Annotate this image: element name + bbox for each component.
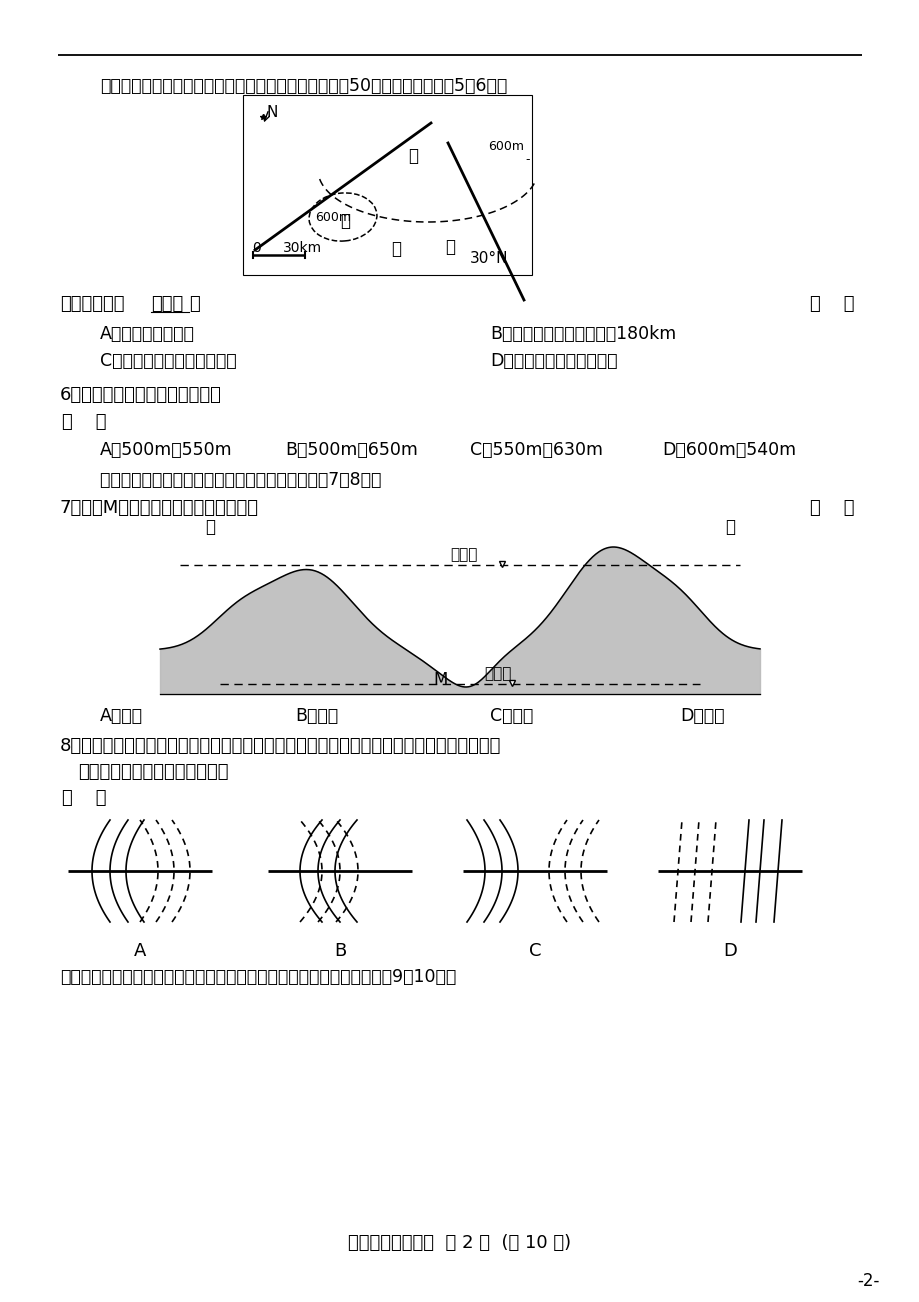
Text: D．600m、540m: D．600m、540m — [662, 441, 795, 460]
Text: 30km: 30km — [283, 241, 322, 255]
Text: A．500m、550m: A．500m、550m — [100, 441, 233, 460]
Text: A．水稻: A．水稻 — [100, 707, 142, 725]
Text: （    ）: （ ） — [810, 499, 854, 517]
Text: B．图中所示河段长度约为180km: B．图中所示河段长度约为180km — [490, 326, 675, 342]
Text: 30°N: 30°N — [470, 251, 508, 266]
Text: A．汛期出现在夏季: A．汛期出现在夏季 — [100, 326, 195, 342]
Text: C．油菜: C．油菜 — [490, 707, 533, 725]
Text: 是: 是 — [188, 296, 199, 312]
Text: 0: 0 — [252, 241, 260, 255]
Text: 6．图中甲处和乙处的海拔可能是: 6．图中甲处和乙处的海拔可能是 — [60, 385, 221, 404]
Text: 北: 北 — [724, 518, 734, 536]
Text: （    ）: （ ） — [62, 413, 107, 431]
Text: C: C — [528, 943, 540, 960]
Text: 7．滩田M处可种植一季的农作物可能是: 7．滩田M处可种植一季的农作物可能是 — [60, 499, 259, 517]
Text: 枯水期: 枯水期 — [483, 667, 511, 681]
Text: -2-: -2- — [856, 1272, 879, 1290]
Text: B．500m、650m: B．500m、650m — [285, 441, 417, 460]
Text: C．补给类型主要为雨水补给: C．补给类型主要为雨水补给 — [100, 352, 236, 370]
Text: 600m: 600m — [487, 141, 524, 154]
Text: N: N — [267, 105, 278, 120]
Text: 颃颃颃: 颃颃颃 — [151, 296, 183, 312]
Text: 舒中高二统考地理  第 2 页  (共 10 页): 舒中高二统考地理 第 2 页 (共 10 页) — [348, 1234, 571, 1253]
Text: 乙: 乙 — [340, 212, 349, 230]
Text: D: D — [722, 943, 736, 960]
Text: M: M — [433, 671, 448, 689]
Text: 面等高线，直线实线为河流。）: 面等高线，直线实线为河流。） — [78, 763, 228, 781]
Text: 南: 南 — [205, 518, 215, 536]
Text: 丰水期: 丰水期 — [449, 547, 477, 562]
Text: 8．图中能正确反映该河段河水与两岸地下水关系的是（图中曲线实线为等高线，虚线为潜水: 8．图中能正确反映该河段河水与两岸地下水关系的是（图中曲线实线为等高线，虚线为潜… — [60, 737, 501, 755]
Text: D．流向为先向北后向西北: D．流向为先向北后向西北 — [490, 352, 617, 370]
Text: 600m: 600m — [314, 211, 351, 224]
Bar — [243, 95, 531, 275]
Text: C．550m、630m: C．550m、630m — [470, 441, 602, 460]
Text: 关于图中河流: 关于图中河流 — [60, 296, 124, 312]
Text: A: A — [133, 943, 146, 960]
Text: B．棉花: B．棉花 — [295, 707, 338, 725]
Text: 图所示区域位于某大陆西岸，虚线为等高线（等高距为50米）。据此，完成5～6题。: 图所示区域位于某大陆西岸，虚线为等高线（等高距为50米）。据此，完成5～6题。 — [100, 77, 506, 95]
Text: （    ）: （ ） — [810, 296, 854, 312]
Text: 甲: 甲 — [445, 238, 455, 256]
Text: D．甜菜: D．甜菜 — [679, 707, 724, 725]
Text: （    ）: （ ） — [62, 789, 107, 807]
Text: 流: 流 — [391, 240, 401, 258]
Text: B: B — [334, 943, 346, 960]
Text: 河: 河 — [407, 147, 417, 165]
Text: 图为我国南方某平直河段的剖面示意图，读图回答7～8题。: 图为我国南方某平直河段的剖面示意图，读图回答7～8题。 — [78, 471, 381, 490]
Text: -: - — [525, 154, 529, 165]
Text: 图表示某河流水文测站春夏秋冬四季气温、降水量和径流分配状况。回答9～10题。: 图表示某河流水文测站春夏秋冬四季气温、降水量和径流分配状况。回答9～10题。 — [60, 967, 456, 986]
